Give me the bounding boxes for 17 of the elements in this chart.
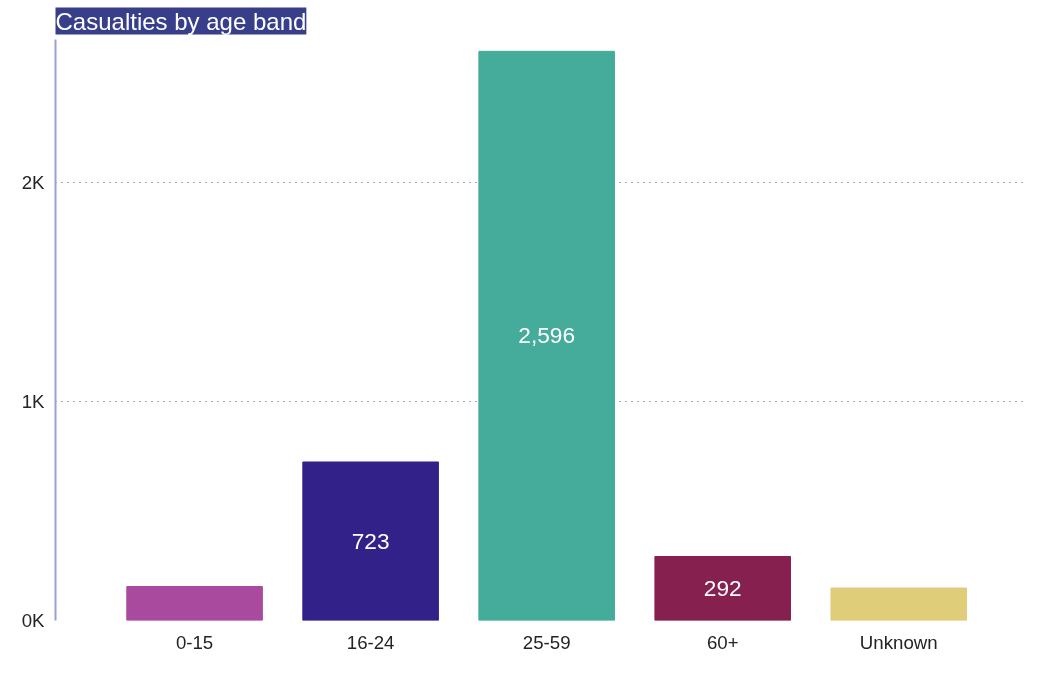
bar — [478, 50, 615, 621]
x-tick-label: 60+ — [706, 631, 739, 653]
x-tick-label: 16-24 — [346, 631, 395, 653]
data-label: 2,596 — [518, 322, 576, 349]
y-tick-label: 0K — [21, 610, 46, 631]
data-label: 723 — [351, 527, 390, 554]
data-label: 292 — [703, 574, 742, 601]
x-tick-label: 0-15 — [175, 631, 214, 653]
bar — [302, 461, 439, 621]
bar — [654, 555, 791, 621]
chart-title: Casualties by age band — [55, 7, 307, 35]
bar — [126, 586, 263, 621]
y-tick-label: 2K — [21, 171, 46, 193]
x-tick-label: 25-59 — [522, 631, 571, 653]
y-tick-label: 1K — [21, 390, 46, 412]
x-tick-label: Unknown — [859, 631, 938, 653]
bar — [830, 587, 968, 621]
